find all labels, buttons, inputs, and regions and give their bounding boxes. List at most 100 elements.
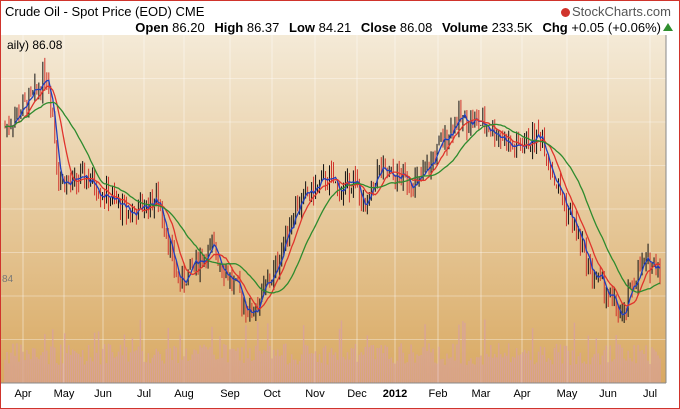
volume-bar: [283, 344, 285, 383]
volume-bar: [635, 363, 637, 383]
volume-bar: [245, 325, 247, 383]
volume-bar: [535, 362, 538, 383]
volume-bar: [390, 357, 392, 383]
volume-bar: [38, 359, 40, 383]
volume-bar: [468, 360, 470, 383]
volume-bar: [147, 353, 150, 383]
volume-bar: [362, 354, 365, 383]
volume-bar: [189, 360, 191, 383]
volume-bar: [454, 360, 456, 383]
volume-bar: [561, 363, 564, 383]
volume-bar: [400, 343, 402, 383]
y-tick-label: 84: [2, 274, 14, 285]
volume-bar: [83, 364, 86, 383]
volume-bar: [127, 361, 130, 383]
exchange-label: CME: [175, 4, 205, 19]
volume-bar: [68, 345, 70, 383]
volume-bar: [627, 350, 629, 383]
volume-bar: [97, 331, 100, 383]
volume-bar: [101, 348, 104, 383]
volume-bar: [235, 350, 237, 383]
volume-bar: [458, 324, 460, 383]
volume-bar: [36, 357, 38, 383]
brand-link[interactable]: StockCharts.com: [561, 4, 671, 19]
volume-bar: [217, 358, 219, 383]
volume-bar: [350, 348, 353, 383]
volume-bar: [129, 352, 132, 383]
volume-bar: [169, 348, 171, 383]
volume-bar: [553, 347, 556, 383]
volume-bar: [42, 352, 44, 383]
volume-bar: [452, 343, 454, 383]
volume-bar: [605, 345, 607, 383]
volume-bar: [133, 351, 136, 383]
x-tick-label: Sep: [220, 388, 240, 400]
volume-bar: [380, 345, 382, 383]
volume-bar: [446, 353, 448, 383]
volume-bar: [241, 347, 243, 383]
x-tick-label: Oct: [263, 388, 280, 400]
volume-bar: [611, 361, 613, 383]
volume-bar: [187, 360, 189, 383]
volume-bar: [545, 361, 548, 383]
volume-bar: [426, 350, 428, 383]
volume-bar: [585, 363, 588, 383]
volume-bar: [517, 355, 520, 383]
volume-value: 233.5K: [491, 20, 533, 35]
volume-bar: [8, 363, 10, 383]
volume-bar: [326, 364, 329, 383]
volume-bar: [255, 345, 257, 383]
volume-bar: [384, 345, 386, 383]
x-tick-label: Jun: [599, 388, 617, 400]
volume-bar: [382, 353, 384, 383]
volume-bar: [44, 334, 46, 383]
volume-bar: [438, 346, 440, 383]
volume-bar: [300, 354, 303, 383]
volume-bar: [498, 343, 500, 383]
volume-bar: [24, 360, 26, 383]
volume-label: Volume: [442, 20, 489, 35]
volume-bar: [91, 361, 94, 383]
volume-bar: [318, 354, 321, 383]
volume-bar: [506, 355, 508, 383]
volume-bar: [267, 323, 269, 383]
volume-bar: [18, 361, 20, 383]
volume-bar: [444, 364, 446, 383]
x-tick-label: Jun: [94, 388, 112, 400]
price-chart[interactable]: Apr May Jun Jul Aug Sep Oct Nov Dec 2012 Feb Mar Apr…: [1, 35, 679, 408]
volume-bar: [279, 356, 281, 383]
volume-bar: [621, 347, 623, 383]
volume-bar: [175, 347, 177, 383]
volume-bar: [193, 349, 195, 383]
volume-bar: [103, 344, 106, 383]
volume-bar: [99, 364, 102, 383]
volume-bar: [527, 350, 530, 383]
volume-bar: [69, 354, 72, 383]
volume-bar: [60, 344, 62, 383]
volume-bar: [209, 347, 211, 383]
volume-bar: [332, 354, 335, 383]
volume-bar: [271, 358, 273, 383]
volume-bar: [629, 358, 631, 383]
volume-bar: [119, 344, 122, 383]
volume-bar: [344, 359, 347, 383]
x-tick-label: 2012: [383, 388, 407, 400]
volume-bar: [657, 355, 659, 383]
volume-bar: [476, 357, 478, 383]
volume-bar: [109, 344, 112, 383]
ma-mid-line: [4, 85, 661, 310]
volume-bar: [89, 357, 92, 383]
volume-bar: [322, 347, 325, 383]
volume-bar: [482, 364, 484, 383]
volume-bar: [173, 345, 175, 383]
volume-bar: [607, 362, 609, 383]
volume-bar: [541, 355, 544, 383]
volume-bar: [203, 344, 205, 383]
volume-bar: [659, 358, 661, 383]
volume-bar: [364, 346, 367, 383]
volume-bar: [533, 364, 536, 383]
volume-bar: [213, 354, 215, 383]
volume-bar: [360, 352, 363, 383]
volume-bar: [609, 345, 611, 383]
volume-bar: [239, 360, 241, 383]
